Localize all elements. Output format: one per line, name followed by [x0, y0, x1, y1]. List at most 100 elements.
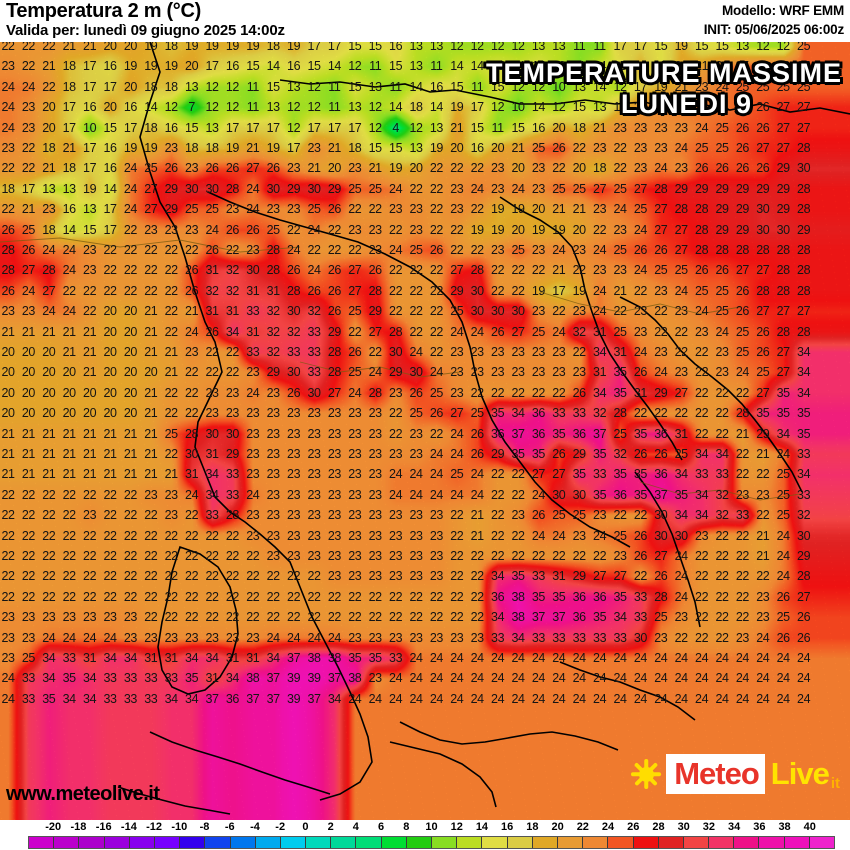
grid-value: 37 — [266, 691, 281, 706]
grid-value: 26 — [327, 263, 342, 278]
grid-value: 24 — [368, 691, 383, 706]
grid-value: 25 — [735, 79, 750, 94]
grid-value: 29 — [776, 161, 791, 176]
grid-value: 22 — [450, 549, 464, 563]
grid-value: 23 — [287, 202, 301, 217]
grid-value: 12 — [491, 42, 505, 53]
grid-value: 37 — [531, 610, 546, 625]
grid-value: 22 — [62, 549, 77, 563]
grid-value: 24 — [450, 671, 464, 686]
grid-value: 23 — [654, 120, 668, 135]
grid-value: 22 — [470, 202, 485, 217]
grid-value: 25 — [715, 141, 729, 155]
grid-value: 26 — [735, 120, 750, 135]
grid-value: 25 — [613, 528, 627, 543]
grid-value: 26 — [429, 406, 444, 421]
grid-value: 20 — [123, 42, 138, 53]
grid-value: 22 — [225, 528, 240, 543]
grid-value: 21 — [144, 467, 158, 482]
grid-value: 22 — [42, 569, 56, 584]
meteolive-logo[interactable]: Meteo Live it — [626, 752, 840, 796]
grid-value: 25 — [756, 79, 770, 94]
grid-value: 19 — [83, 181, 97, 196]
grid-value: 25 — [613, 426, 627, 441]
grid-value: 34 — [103, 651, 117, 665]
grid-value: 32 — [572, 324, 587, 339]
grid-value: 37 — [593, 426, 607, 441]
grid-value: 24 — [511, 671, 525, 686]
grid-value: 21 — [450, 120, 464, 135]
legend-tick-label: 24 — [601, 821, 615, 833]
grid-value: 22 — [185, 406, 199, 421]
grid-value: 23 — [429, 528, 444, 543]
grid-value: 23 — [511, 508, 525, 523]
grid-value: 23 — [654, 100, 668, 115]
grid-value: 22 — [511, 549, 525, 563]
grid-value: 22 — [429, 222, 444, 237]
grid-value: 12 — [776, 42, 791, 53]
grid-value: 15 — [572, 100, 587, 115]
grid-value: 22 — [42, 487, 56, 502]
grid-value: 34 — [715, 447, 729, 461]
grid-value: 23 — [348, 447, 362, 461]
grid-value: 22 — [62, 528, 77, 543]
grid-value: 35 — [62, 671, 77, 686]
grid-value: 24 — [776, 528, 791, 543]
grid-value: 23 — [654, 141, 668, 155]
grid-value: 24 — [368, 365, 383, 380]
grid-value: 23 — [654, 630, 668, 645]
grid-value: 29 — [368, 304, 383, 319]
grid-value: 23 — [348, 508, 362, 523]
grid-value: 22 — [164, 610, 179, 625]
grid-value: 23 — [470, 630, 485, 645]
grid-value: 12 — [287, 120, 301, 135]
grid-value: 22 — [756, 508, 770, 523]
grid-value: 22 — [470, 589, 485, 604]
grid-value: 22 — [368, 202, 383, 217]
grid-value: 24 — [450, 691, 464, 706]
grid-value: 16 — [531, 120, 546, 135]
grid-value: 26 — [246, 222, 260, 237]
grid-value: 21 — [42, 447, 56, 461]
grid-value: 22 — [735, 447, 750, 461]
grid-value: 23 — [674, 610, 689, 625]
grid-value: 22 — [674, 324, 689, 339]
grid-value: 33 — [531, 630, 546, 645]
legend-tick-label: 22 — [576, 821, 589, 833]
legend-tick-label: 36 — [753, 821, 766, 833]
grid-value: 21 — [21, 324, 36, 339]
grid-value: 22 — [389, 283, 403, 298]
grid-value: 24 — [593, 651, 607, 665]
grid-value: 22 — [1, 487, 15, 502]
legend-swatch — [583, 837, 609, 848]
grid-value: 25 — [715, 304, 729, 319]
grid-value: 19 — [287, 42, 301, 53]
grid-value: 24 — [185, 324, 199, 339]
grid-value: 23 — [307, 528, 321, 543]
grid-value: 21 — [552, 202, 566, 217]
grid-value: 25 — [164, 426, 179, 441]
grid-value: 24 — [511, 691, 525, 706]
grid-value: 23 — [389, 528, 403, 543]
grid-value: 22 — [491, 549, 505, 563]
grid-value: 22 — [103, 508, 117, 523]
grid-value: 22 — [164, 569, 179, 584]
temperature-value-grid: 22 22 22 21 21 20 20 19 18 19 19 19 19 18 19 17 17 15 15 16… — [0, 42, 850, 820]
grid-value: 24 — [593, 528, 607, 543]
grid-value: 13 — [409, 141, 423, 155]
grid-value: 22 — [1, 549, 15, 563]
grid-value: 22 — [123, 589, 138, 604]
temperature-map[interactable]: 22 22 22 21 21 20 20 19 18 19 19 19 19 18 19 17 17 15 15 16… — [0, 42, 850, 820]
grid-value: 21 — [123, 447, 138, 461]
grid-value: 22 — [633, 569, 648, 584]
grid-value: 35 — [572, 467, 587, 482]
grid-value: 27 — [246, 161, 260, 176]
grid-value: 22 — [409, 589, 423, 604]
legend-swatch — [205, 837, 231, 848]
grid-value: 23 — [1, 59, 15, 74]
grid-value: 27 — [776, 100, 791, 115]
grid-value: 24 — [776, 691, 791, 706]
grid-value: 24 — [511, 651, 525, 665]
grid-value: 25 — [572, 508, 587, 523]
grid-value: 22 — [695, 589, 709, 604]
